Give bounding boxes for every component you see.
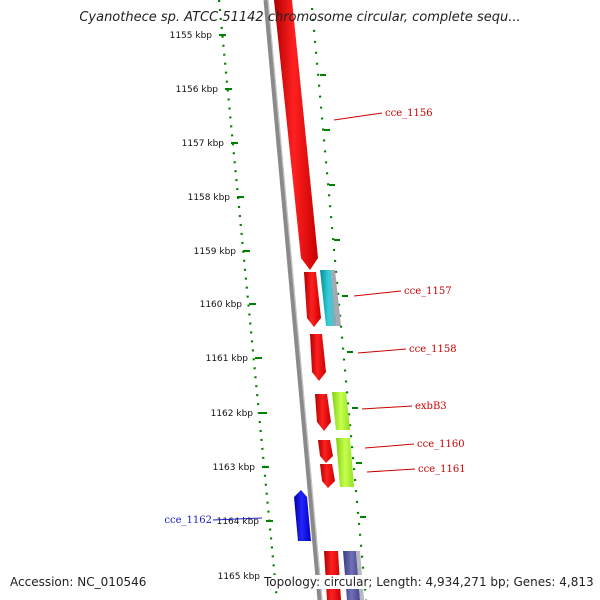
gene-label-text[interactable]: cce_1156 [385,108,433,119]
topology-summary: Topology: circular; Length: 4,934,271 bp… [262,575,596,589]
gene-label-cce-1157[interactable]: cce_1157 [353,286,452,297]
backbone-line [263,0,323,600]
gene-cce-1160-arrow[interactable] [318,440,333,463]
gene-cce-1156-arrow[interactable] [274,0,318,270]
gene-cce-1162-arrow[interactable] [294,490,311,541]
gene-label-leader [361,405,413,410]
ruler-ticks: 1155 kbp 1156 kbp 1157 kbp 1158 kbp 1159… [170,31,277,582]
ruler-tick: 1164 kbp [217,517,273,527]
track-dotted-line [310,7,368,600]
ruler-tick: 1156 kbp [176,85,232,95]
ruler-tick: 1159 kbp [194,247,250,257]
ruler-tick: 1158 kbp [188,193,244,203]
gene-label-leader [366,468,416,473]
backbone-highlight [267,0,323,600]
ruler-tick: 1162 kbp [211,409,267,419]
tick-label: 1156 kbp [176,85,219,95]
tick-label: 1160 kbp [200,300,243,310]
gene-label-exbB3[interactable]: exbB3 [361,401,447,412]
tick-label: 1164 kbp [217,517,260,527]
tick-label: 1161 kbp [206,354,249,364]
gene-label-cce-1162[interactable]: cce_1162 [164,515,263,526]
gene-cce-1158-arrow[interactable] [310,334,326,381]
ruler-dots-inner [310,7,368,600]
tick-label: 1157 kbp [182,139,225,149]
ruler-tick: 1163 kbp [213,463,269,473]
ruler-dots-outer [217,0,279,600]
ruler-tick: 1157 kbp [182,139,238,149]
track-dashes [320,74,366,518]
gene-label-text[interactable]: cce_1158 [409,344,457,355]
tick-label: 1159 kbp [194,247,237,257]
gene-label-leader [357,348,407,354]
gene-label-cce-1161[interactable]: cce_1161 [366,464,466,475]
ruler-tick: 1160 kbp [200,300,256,310]
gene-cce-1157-arrow[interactable] [304,272,321,327]
tick-label: 1158 kbp [188,193,231,203]
gene-label-text[interactable]: cce_1160 [417,439,465,450]
accession-text: Accession: NC_010546 [8,575,149,589]
features [274,0,364,600]
gene-label-text[interactable]: exbB3 [415,401,447,412]
gene-label-cce-1158[interactable]: cce_1158 [357,344,457,355]
gene-label-cce-1156[interactable]: cce_1156 [333,108,433,121]
tick-label: 1155 kbp [170,31,213,41]
ruler-tick: 1155 kbp [170,31,226,41]
feature-cce-1157-cyan [320,270,337,326]
backbone [263,0,323,600]
gene-label-leader [364,443,415,449]
gene-label-leader [353,290,402,297]
gene-label-text[interactable]: cce_1162 [164,515,212,526]
feature-cce-1157-grey [331,270,341,326]
tick-label: 1165 kbp [218,572,261,582]
tick-label: 1163 kbp [213,463,256,473]
feature-exbB3-lime [332,392,350,430]
map-title: Cyanothece sp. ATCC 51142 chromosome cir… [79,10,521,25]
tick-label: 1162 kbp [211,409,254,419]
gene-labels: cce_1156 cce_1157 cce_1158 exbB3 cce_116… [164,108,465,526]
gene-label-text[interactable]: cce_1157 [404,286,452,297]
gene-label-leader [333,112,383,121]
gene-cce-1161-arrow[interactable] [320,464,335,488]
gene-label-text[interactable]: cce_1161 [418,464,466,475]
gene-label-cce-1160[interactable]: cce_1160 [364,439,465,450]
feature-cce-1160-lime [336,438,354,487]
gene-label-leader [212,517,263,521]
ruler-dotted-line [217,0,279,600]
gene-exbB3-arrow[interactable] [315,394,331,431]
ruler-tick: 1161 kbp [206,354,262,364]
